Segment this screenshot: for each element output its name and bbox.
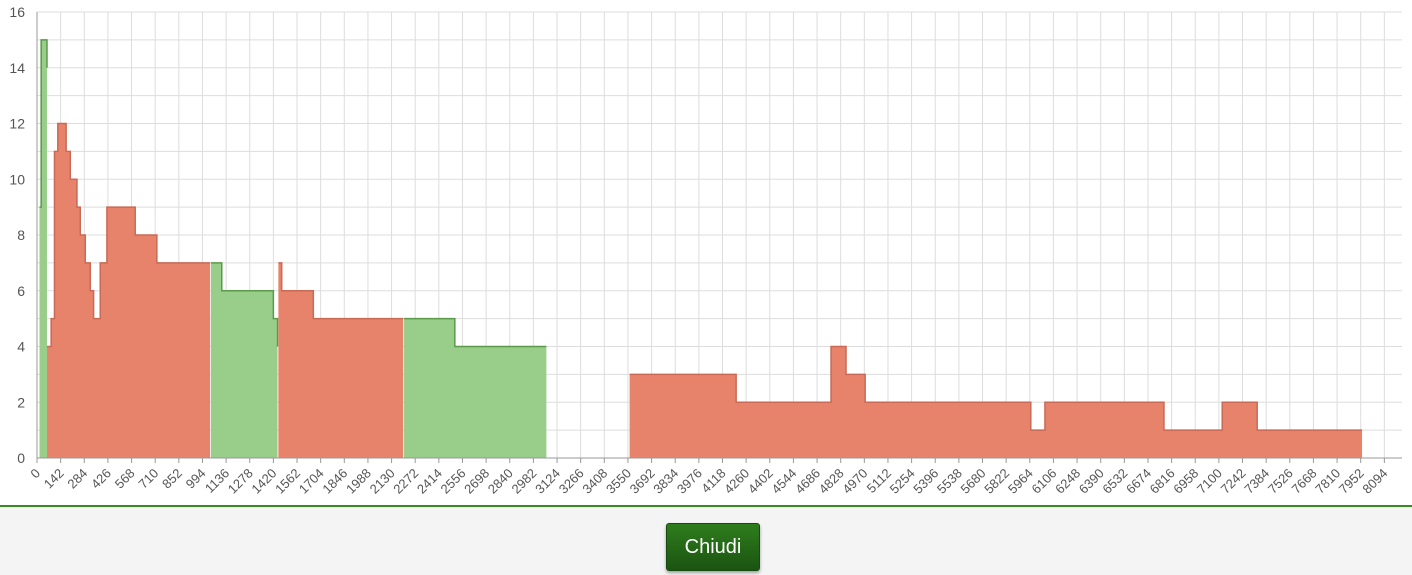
x-tick-label: 3266 xyxy=(556,466,587,497)
x-tick-label: 2982 xyxy=(508,466,539,497)
chart-series xyxy=(39,39,1363,458)
x-axis-ticks: 0142284426568710852994113612781420156217… xyxy=(27,466,1390,497)
x-tick-label: 6816 xyxy=(1147,466,1178,497)
x-tick-label: 852 xyxy=(159,466,185,492)
area-segment xyxy=(46,123,211,458)
area-segment xyxy=(278,262,404,458)
x-tick-label: 6532 xyxy=(1099,466,1130,497)
area-segment xyxy=(210,262,278,458)
x-tick-label: 7810 xyxy=(1312,466,1343,497)
area-segment-line xyxy=(278,262,404,320)
x-tick-label: 568 xyxy=(112,466,138,492)
dialog-footer: Chiudi xyxy=(0,505,1412,575)
x-tick-label: 4970 xyxy=(839,466,870,497)
x-tick-label: 5964 xyxy=(1005,466,1036,497)
x-tick-label: 6674 xyxy=(1123,466,1154,497)
x-tick-label: 4260 xyxy=(721,466,752,497)
x-tick-label: 5680 xyxy=(958,466,989,497)
x-tick-label: 284 xyxy=(64,466,90,492)
x-tick-label: 8094 xyxy=(1359,466,1390,497)
close-button[interactable]: Chiudi xyxy=(666,523,760,571)
x-tick-label: 2840 xyxy=(485,466,516,497)
area-segment-line xyxy=(46,122,211,348)
x-tick-label: 4544 xyxy=(768,466,799,497)
x-tick-label: 1420 xyxy=(248,466,279,497)
x-tick-label: 2272 xyxy=(390,466,421,497)
area-segment-line xyxy=(404,317,547,348)
x-tick-label: 710 xyxy=(135,466,161,492)
chart-container: 0 2 4 6 8 10 12 14 16 0 142 284 426 568 710 852 994 1136… xyxy=(9,4,1402,497)
x-tick-label: 7952 xyxy=(1336,466,1367,497)
y-tick-label: 14 xyxy=(9,60,25,76)
x-tick-label: 6248 xyxy=(1052,466,1083,497)
x-tick-label: 1136 xyxy=(202,466,232,496)
x-tick-label: 1704 xyxy=(296,466,327,497)
y-tick-label: 12 xyxy=(9,116,25,132)
area-segment-line xyxy=(210,262,279,347)
y-tick-label: 0 xyxy=(17,450,25,466)
x-tick-label: 142 xyxy=(41,466,67,492)
y-tick-label: 8 xyxy=(17,227,25,243)
x-tick-label: 1988 xyxy=(343,466,374,497)
y-tick-label: 16 xyxy=(9,4,25,20)
x-tick-label: 3976 xyxy=(674,466,705,497)
y-axis-ticks: 0 2 4 6 8 10 12 14 16 xyxy=(9,4,25,466)
x-tick-label: 6390 xyxy=(1076,466,1107,497)
x-tick-label: 3550 xyxy=(603,466,634,497)
x-tick-label: 1846 xyxy=(319,466,350,497)
x-tick-label: 5538 xyxy=(934,466,965,497)
x-tick-label: 6958 xyxy=(1170,466,1201,497)
x-tick-label: 6106 xyxy=(1028,466,1059,497)
x-tick-label: 5396 xyxy=(910,466,941,497)
y-tick-label: 4 xyxy=(17,339,25,355)
y-tick-label: 10 xyxy=(9,171,25,187)
x-tick-label: 1562 xyxy=(272,466,303,497)
area-segment-line xyxy=(39,39,48,208)
y-tick-label: 2 xyxy=(17,394,25,410)
x-tick-label: 2130 xyxy=(367,466,398,497)
x-tick-label: 7384 xyxy=(1241,466,1272,497)
x-tick-label: 2414 xyxy=(414,466,445,497)
x-tick-label: 3834 xyxy=(650,466,681,497)
x-tick-label: 1278 xyxy=(225,466,256,497)
x-tick-label: 3124 xyxy=(532,466,563,497)
x-tick-label: 2556 xyxy=(438,466,469,497)
x-tick-label: 3408 xyxy=(579,466,610,497)
x-tick-label: 426 xyxy=(88,466,114,492)
y-tick-label: 6 xyxy=(17,283,25,299)
x-tick-label: 4686 xyxy=(792,466,823,497)
area-segment xyxy=(404,318,547,458)
axes xyxy=(36,12,1402,463)
x-tick-label: 5822 xyxy=(981,466,1012,497)
x-tick-label: 3692 xyxy=(627,466,658,497)
x-tick-label: 7668 xyxy=(1289,466,1320,497)
area-segment-line xyxy=(629,345,1363,431)
x-tick-label: 0 xyxy=(27,466,43,482)
x-tick-label: 2698 xyxy=(461,466,492,497)
x-tick-label: 7100 xyxy=(1194,466,1225,497)
x-tick-label: 5254 xyxy=(887,466,918,497)
x-tick-label: 5112 xyxy=(864,466,894,496)
x-tick-label: 4828 xyxy=(816,466,847,497)
x-tick-label: 7242 xyxy=(1218,466,1249,497)
x-tick-label: 4402 xyxy=(745,466,776,497)
x-tick-label: 7526 xyxy=(1265,466,1296,497)
x-tick-label: 4118 xyxy=(698,466,728,496)
